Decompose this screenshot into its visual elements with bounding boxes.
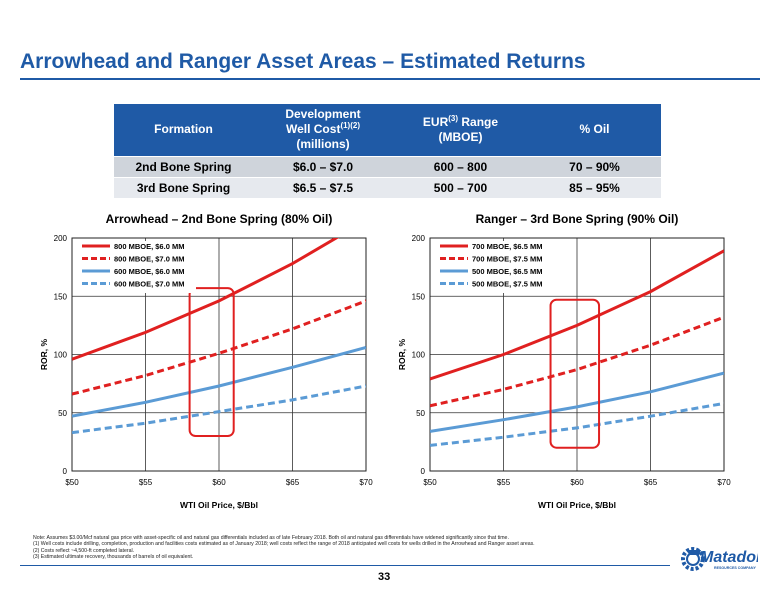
x-axis-label: WTI Oil Price, $/Bbl <box>538 500 616 510</box>
header-well-cost-line3: (millions) <box>296 137 350 152</box>
logo-wordmark: Matador <box>700 549 758 566</box>
header-formation: Formation <box>114 104 253 156</box>
series-line-2 <box>72 346 366 418</box>
series-group <box>72 238 366 435</box>
estimated-returns-table: Formation Development Well Cost(1)(2) (m… <box>114 104 661 198</box>
cell-formation: 2nd Bone Spring <box>114 155 253 177</box>
y-tick-label: 150 <box>412 292 426 301</box>
chart-title: Ranger – 3rd Bone Spring (90% Oil) <box>476 212 679 226</box>
plot-area <box>429 237 725 472</box>
y-tick-label: 0 <box>63 467 68 476</box>
cell-pct-oil: 85 – 95% <box>528 176 661 198</box>
x-tick-label: $70 <box>359 478 373 487</box>
x-tick-label: $60 <box>212 478 226 487</box>
legend-box <box>78 241 196 293</box>
footnotes: Note: Assumes $3.00/Mcf natural gas pric… <box>33 535 673 560</box>
cell-well-cost: $6.0 – $7.0 <box>253 155 393 177</box>
y-tick-label: 100 <box>412 351 426 360</box>
x-tick-label: $55 <box>139 478 153 487</box>
y-tick-label: 200 <box>54 234 68 243</box>
highlight-box <box>188 287 235 438</box>
header-eur-line1b: Range <box>461 114 499 129</box>
header-well-cost-line2: Well Cost <box>285 122 341 137</box>
y-axis-label: ROR, % <box>397 338 407 370</box>
x-tick-label: $70 <box>717 478 731 487</box>
table-header-row: Formation Development Well Cost(1)(2) (m… <box>114 104 661 156</box>
header-well-cost-footnote: (1)(2) <box>340 121 360 131</box>
x-tick-label: $55 <box>497 478 511 487</box>
y-axis-label: ROR, % <box>39 338 49 370</box>
series-line-3 <box>430 401 724 447</box>
series-line-3 <box>72 384 366 435</box>
series-line-1 <box>430 315 724 408</box>
legend-label-3: 500 MBOE, $7.5 MM <box>472 280 542 289</box>
legend-label-0: 700 MBOE, $6.5 MM <box>472 242 542 251</box>
cell-eur: 500 – 700 <box>393 176 528 198</box>
footnote-3: (3) Estimated ultimate recovery, thousan… <box>33 553 194 560</box>
footer-divider <box>20 565 670 566</box>
ranger-ror-chart: Ranger – 3rd Bone Spring (90% Oil) 0 50 100… <box>397 212 731 510</box>
x-tick-label: $65 <box>644 478 658 487</box>
y-tick-label: 50 <box>58 409 67 418</box>
legend-label-1: 800 MBOE, $7.0 MM <box>114 255 184 264</box>
header-eur-line2: (MBOE) <box>438 129 483 144</box>
x-tick-label: $60 <box>570 478 584 487</box>
legend-label-2: 500 MBOE, $6.5 MM <box>472 267 542 276</box>
x-tick-label: $65 <box>286 478 300 487</box>
legend-label-2: 600 MBOE, $6.0 MM <box>114 267 184 276</box>
page-title: Arrowhead and Ranger Asset Areas – Estim… <box>20 50 586 73</box>
legend-label-1: 700 MBOE, $7.5 MM <box>472 255 542 264</box>
series-group <box>430 249 724 447</box>
series-line-1 <box>72 299 366 396</box>
series-line-0 <box>72 238 340 361</box>
table-row: 2nd Bone Spring $6.0 – $7.0 600 – 800 70… <box>114 155 661 177</box>
chart-title: Arrowhead – 2nd Bone Spring (80% Oil) <box>106 212 333 226</box>
cell-formation: 3rd Bone Spring <box>114 176 253 198</box>
header-pct-oil-label: % Oil <box>579 122 610 137</box>
header-well-cost: Development Well Cost(1)(2) (millions) <box>253 104 393 156</box>
y-tick-label: 100 <box>54 351 68 360</box>
title-divider <box>20 78 760 80</box>
legend-label-0: 800 MBOE, $6.0 MM <box>114 242 184 251</box>
y-tick-label: 0 <box>421 467 426 476</box>
cell-pct-oil: 70 – 90% <box>528 155 661 177</box>
page-number: 33 <box>378 571 391 583</box>
header-well-cost-line1: Development <box>285 107 361 122</box>
legend-box <box>436 241 554 293</box>
header-eur-footnote: (3) <box>448 113 459 123</box>
arrowhead-ror-chart: Arrowhead – 2nd Bone Spring (80% Oil) 0 50… <box>39 212 373 510</box>
footnote-general: Note: Assumes $3.00/Mcf natural gas pric… <box>33 535 509 541</box>
y-tick-label: 150 <box>54 292 68 301</box>
series-line-2 <box>430 371 724 433</box>
header-eur-range: EUR(3) Range (MBOE) <box>393 104 528 156</box>
x-axis-label: WTI Oil Price, $/Bbl <box>180 500 258 510</box>
footnote-1: (1) Well costs include drilling, complet… <box>33 541 535 548</box>
logo-tagline: RESOURCES COMPANY <box>714 566 756 570</box>
cell-well-cost: $6.5 – $7.5 <box>253 176 393 198</box>
footnote-2: (2) Costs reflect ~4,500-ft completed la… <box>33 547 135 554</box>
gear-icon <box>681 547 705 571</box>
header-formation-label: Formation <box>154 122 213 137</box>
matador-logo: Matador RESOURCES COMPANY <box>681 547 758 571</box>
series-line-0 <box>430 249 724 381</box>
x-tick-label: $50 <box>65 478 79 487</box>
cell-eur: 600 – 800 <box>393 155 528 177</box>
header-eur-line1: EUR <box>422 114 449 129</box>
x-tick-label: $50 <box>423 478 437 487</box>
y-tick-label: 50 <box>416 409 425 418</box>
plot-area <box>71 237 367 472</box>
legend-label-3: 600 MBOE, $7.0 MM <box>114 280 184 289</box>
header-pct-oil: % Oil <box>528 104 661 156</box>
highlight-box <box>549 298 601 449</box>
table-row: 3rd Bone Spring $6.5 – $7.5 500 – 700 85… <box>114 176 661 198</box>
y-tick-label: 200 <box>412 234 426 243</box>
